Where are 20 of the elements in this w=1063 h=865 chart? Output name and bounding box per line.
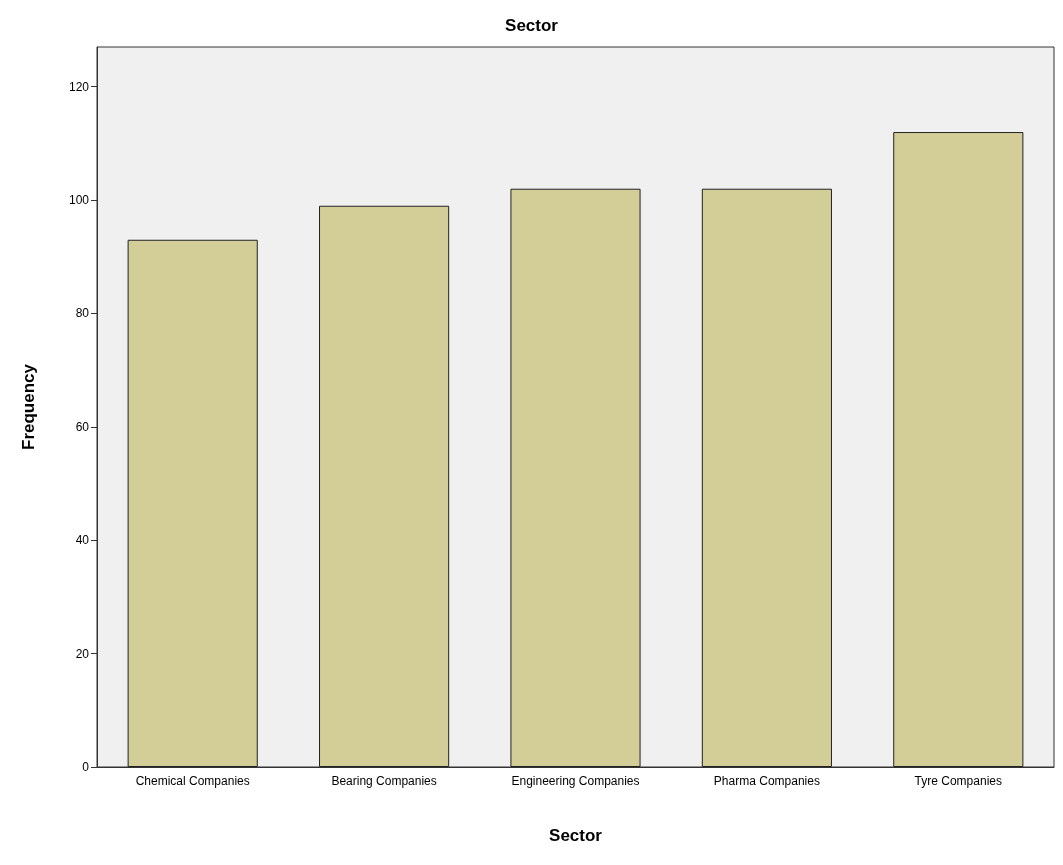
- bar: [893, 132, 1024, 767]
- x-tick-label: Pharma Companies: [713, 774, 820, 788]
- y-axis-title: Frequency: [19, 363, 38, 450]
- y-tick-label: 80: [75, 306, 90, 321]
- x-tick-label: Engineering Companies: [511, 774, 640, 788]
- bar: [127, 239, 258, 767]
- x-tick-label: Tyre Companies: [914, 774, 1002, 788]
- x-tick-label: Bearing Companies: [331, 774, 437, 788]
- bar: [701, 188, 832, 767]
- y-tick-label: 20: [75, 646, 90, 661]
- y-tick-label: 0: [82, 760, 90, 774]
- y-tick-label: 100: [68, 193, 90, 208]
- bar: [510, 188, 641, 767]
- chart-title: Sector: [505, 16, 559, 35]
- bar: [319, 205, 450, 767]
- x-tick-label: Chemical Companies: [135, 774, 250, 788]
- x-axis-title: Sector: [549, 826, 603, 845]
- y-tick-label: 60: [75, 419, 90, 434]
- y-tick-label: 40: [75, 533, 90, 548]
- y-tick-label: 120: [68, 79, 90, 94]
